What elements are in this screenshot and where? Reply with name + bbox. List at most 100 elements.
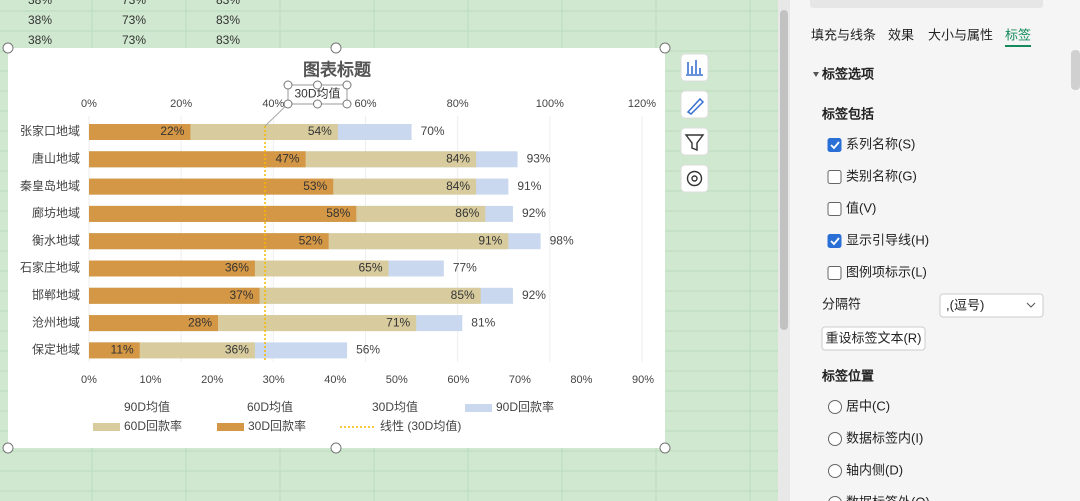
- checkbox[interactable]: [827, 202, 842, 216]
- tab[interactable]: 大小与属性: [928, 27, 993, 42]
- chart-handle[interactable]: [659, 42, 671, 54]
- data-label: 81%: [471, 315, 495, 329]
- cell: 38%: [28, 13, 52, 27]
- bar: [89, 233, 329, 250]
- label-handle: [313, 80, 322, 90]
- chart-handle[interactable]: [2, 42, 14, 54]
- tab[interactable]: 填充与线条: [811, 27, 876, 42]
- bar: [89, 151, 306, 168]
- legend-swatch: [217, 423, 244, 431]
- data-label: 85%: [451, 288, 475, 302]
- select[interactable]: [939, 293, 1044, 318]
- chart: 0% 20% 40% 60% 80% 100% 120% 0% 10% 20% 30% 40% 50% 6…: [2, 42, 671, 454]
- cell: 73%: [122, 33, 146, 47]
- data-label: 93%: [527, 151, 551, 165]
- radio-label: 轴内侧(D): [846, 462, 903, 477]
- legend-swatch: [465, 404, 492, 412]
- category-label: 保定地域: [32, 342, 80, 357]
- x-tick-label-bottom: 90%: [632, 374, 654, 386]
- radio[interactable]: [828, 496, 842, 501]
- radio[interactable]: [828, 464, 842, 478]
- data-label: 36%: [225, 343, 249, 357]
- section-title: 标签选项: [821, 66, 874, 81]
- data-label: 70%: [421, 124, 445, 138]
- category-label: 秦皇岛地域: [20, 178, 80, 193]
- scroll-thumb[interactable]: [780, 10, 788, 330]
- data-label: 11%: [111, 343, 134, 357]
- bar: [89, 287, 260, 304]
- x-tick-label-bottom: 30%: [263, 374, 285, 386]
- x-tick-label-bottom: 60%: [447, 374, 469, 386]
- checkbox[interactable]: [827, 234, 842, 248]
- legend-label: 90D均值: [124, 399, 170, 414]
- data-label: 86%: [455, 206, 479, 220]
- tab[interactable]: 标签: [1005, 27, 1031, 42]
- tab-underline: [1005, 45, 1031, 47]
- chart-elements-btn[interactable]: [680, 53, 709, 82]
- cell: 73%: [122, 0, 146, 7]
- checkbox-label: 系列名称(S): [846, 136, 915, 151]
- data-label: 53%: [303, 179, 327, 193]
- category-label: 沧州地域: [32, 314, 80, 329]
- checkbox-label: 显示引导线(H): [846, 232, 929, 247]
- chart-handle[interactable]: [330, 442, 342, 454]
- tab[interactable]: 效果: [888, 27, 914, 42]
- data-label: 56%: [356, 343, 380, 357]
- cell: 73%: [122, 13, 146, 27]
- chevron: [1026, 302, 1036, 308]
- data-label: 65%: [359, 261, 383, 275]
- x-tick-label-top: 40%: [262, 98, 284, 110]
- x-tick-label-bottom: 80%: [570, 374, 592, 386]
- x-tick-label-top: 100%: [536, 98, 564, 110]
- check: [830, 141, 840, 150]
- field-label: 分隔符: [822, 296, 861, 311]
- bar: [89, 260, 255, 277]
- panel-scroll[interactable]: [1071, 50, 1080, 90]
- bar: [89, 342, 140, 359]
- checkbox[interactable]: [827, 138, 842, 152]
- radio[interactable]: [828, 400, 842, 414]
- x-tick-label-bottom: 40%: [324, 374, 346, 386]
- legend-label: 线性 (30D均值): [380, 418, 461, 433]
- bar: [89, 315, 219, 332]
- group-title: 标签位置: [821, 368, 874, 383]
- legend-swatch: [93, 423, 120, 431]
- data-label: 91%: [478, 233, 502, 247]
- label-handle: [342, 80, 352, 90]
- category-label: 唐山地域: [32, 150, 80, 165]
- legend-label: 30D均值: [372, 399, 418, 414]
- chart-settings-btn[interactable]: [680, 164, 709, 193]
- checkbox-label: 值(V): [846, 200, 876, 215]
- caret: [813, 72, 819, 77]
- chart-filter-btn[interactable]: [680, 127, 709, 156]
- icon: [684, 134, 705, 152]
- checkbox[interactable]: [827, 170, 842, 184]
- data-label: 47%: [276, 151, 300, 165]
- x-tick-label-top: 0%: [81, 98, 97, 110]
- data-label: 37%: [229, 288, 253, 302]
- x-tick-label-bottom: 50%: [386, 374, 408, 386]
- radio[interactable]: [828, 432, 842, 446]
- icon: [686, 97, 705, 115]
- data-label: 54%: [308, 124, 332, 138]
- checkbox[interactable]: [827, 266, 842, 280]
- chart-handle[interactable]: [330, 42, 342, 54]
- data-label: 22%: [160, 124, 184, 138]
- data-label: 71%: [386, 315, 410, 329]
- icon: [686, 60, 703, 76]
- chart-handle[interactable]: [2, 442, 14, 454]
- data-label: 98%: [550, 233, 574, 247]
- check: [830, 237, 840, 246]
- checkbox-label: 类别名称(G): [846, 168, 917, 183]
- label-handle: [313, 99, 322, 109]
- cell: 38%: [28, 0, 52, 7]
- chart-handle[interactable]: [659, 442, 671, 454]
- category-label: 廊坊地域: [32, 205, 80, 220]
- group-title: 标签包括: [821, 106, 874, 121]
- toolbar: [680, 53, 709, 193]
- radio-label: 数据标签内(I): [846, 430, 923, 445]
- button[interactable]: [821, 326, 926, 351]
- chart-title: 图表标题: [303, 59, 372, 79]
